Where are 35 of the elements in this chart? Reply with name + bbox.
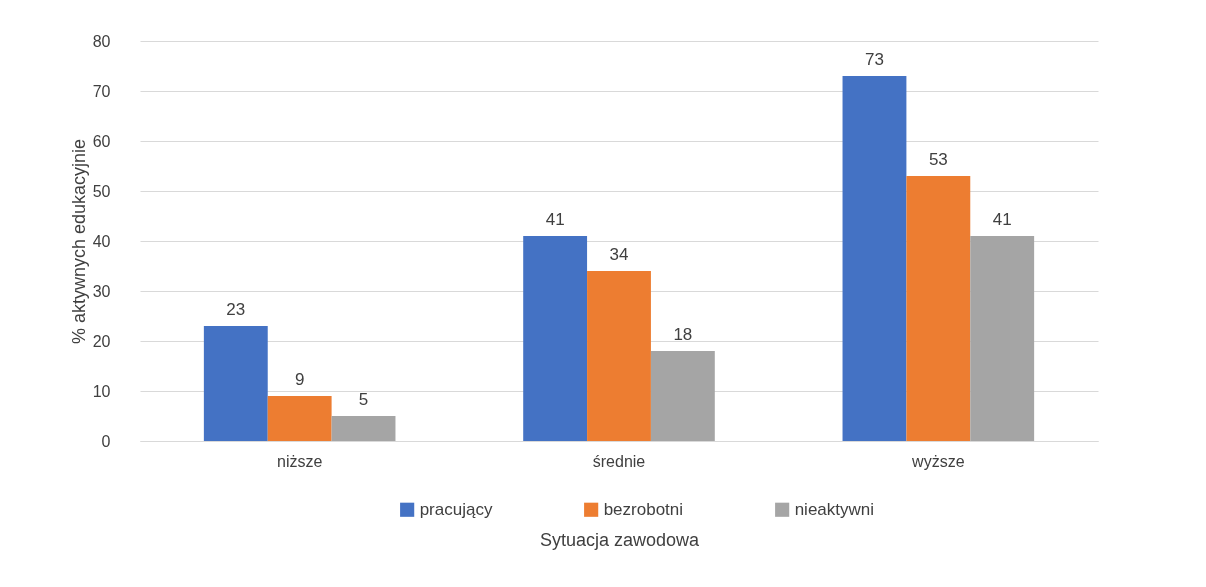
bar: [650, 351, 715, 441]
bar: [906, 176, 971, 441]
data-label: 23: [226, 300, 246, 319]
data-label: 73: [865, 50, 884, 69]
bar: [331, 416, 396, 441]
bar: [267, 396, 332, 441]
y-tick-label: 80: [92, 32, 111, 50]
y-axis-title: % aktywnych edukacyjnie: [68, 138, 89, 345]
y-tick-label: 10: [92, 382, 111, 400]
data-label: 34: [609, 245, 629, 264]
y-tick-label: 40: [92, 232, 111, 250]
y-tick-label: 20: [92, 332, 111, 350]
x-tick-label: niższe: [276, 452, 323, 470]
y-tick-label: 50: [92, 182, 111, 200]
y-tick-label: 70: [92, 82, 111, 100]
y-tick-label: 30: [92, 282, 111, 300]
legend-label: nieaktywni: [794, 499, 875, 519]
x-tick-label: wyższe: [911, 452, 965, 470]
data-label: 9: [294, 370, 305, 389]
data-label: 5: [358, 390, 369, 409]
bar: [842, 76, 907, 441]
bar: [970, 236, 1035, 441]
data-label: 41: [545, 210, 565, 229]
bar: [587, 271, 651, 441]
data-label: 53: [928, 150, 948, 169]
bar: [203, 326, 268, 441]
x-tick-label: średnie: [592, 452, 646, 470]
bar: [523, 236, 588, 441]
data-label: 41: [992, 210, 1012, 229]
x-axis-title: Sytuacja zawodowa: [539, 529, 701, 550]
y-tick-label: 0: [101, 432, 111, 450]
y-tick-label: 60: [92, 132, 111, 150]
data-label: 18: [673, 325, 693, 344]
legend-label: pracujący: [419, 499, 493, 519]
legend-label: bezrobotni: [603, 499, 684, 519]
